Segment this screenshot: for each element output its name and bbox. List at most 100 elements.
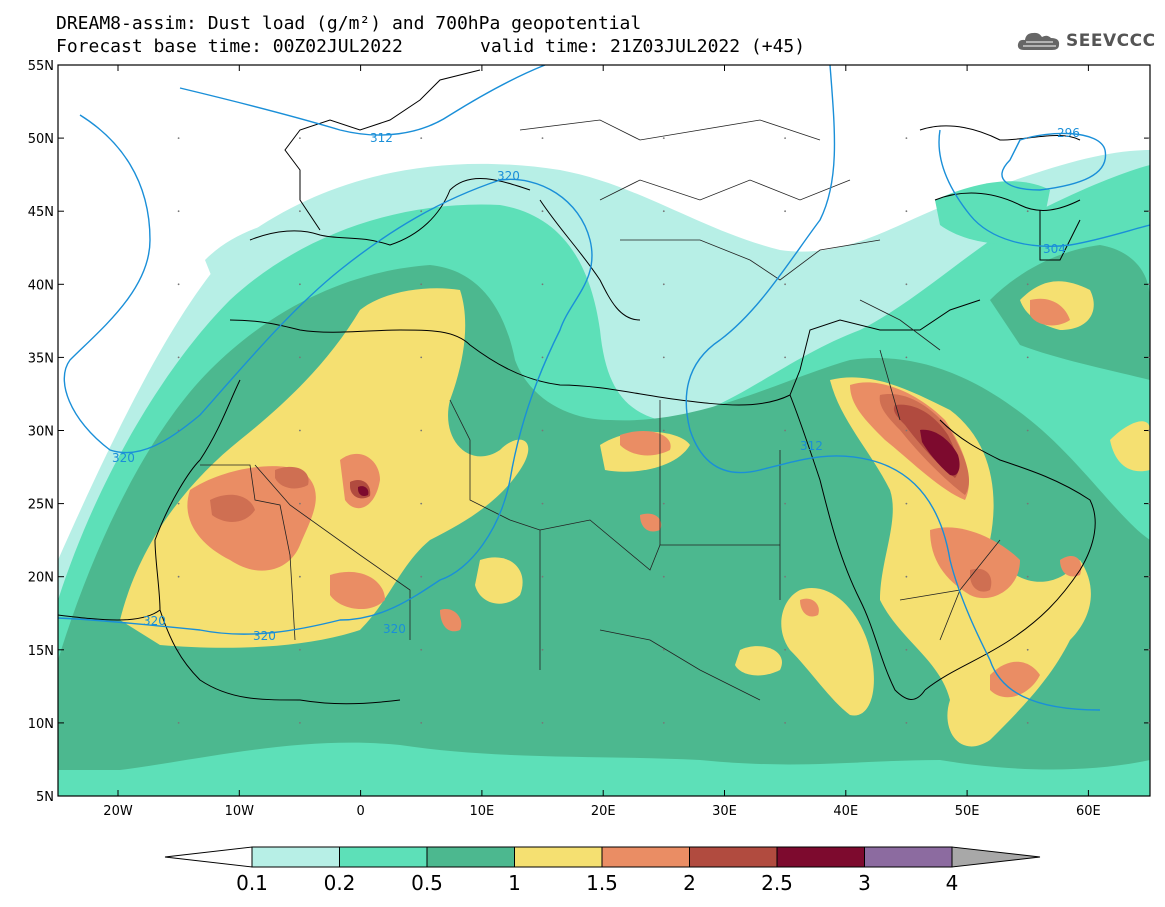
grid-dot: [784, 429, 786, 432]
grid-dot: [905, 429, 908, 432]
grid-dot: [299, 722, 301, 724]
lon-tick-label: 10E: [470, 804, 495, 819]
cloud-icon: [1017, 32, 1060, 50]
grid-dot: [177, 722, 180, 724]
dust-area: [330, 571, 385, 610]
grid-dot: [1026, 502, 1029, 505]
grid-dot: [420, 502, 423, 505]
contour-label: 312: [370, 131, 393, 145]
colorbar-label: 0.1: [236, 871, 268, 895]
border: [859, 299, 941, 421]
lat-tick-label: 10N: [28, 717, 54, 732]
valid-time: valid time: 21Z03JUL2022 (+45): [480, 36, 806, 57]
coastline: [284, 69, 481, 231]
grid-dot: [905, 722, 908, 724]
lat-tick-label: 5N: [36, 790, 54, 805]
grid-dot: [1026, 648, 1029, 651]
colorbar-swatch: [426, 846, 515, 868]
coastline: [789, 394, 926, 700]
dust-area: [358, 486, 369, 497]
forecast-base-time: Forecast base time: 00Z02JUL2022: [56, 36, 403, 57]
grid-dot: [541, 429, 544, 432]
lon-tick-label: 20E: [591, 804, 616, 819]
dust-area: [475, 557, 523, 604]
contour-label: 320: [383, 622, 406, 636]
grid-dot: [905, 210, 908, 213]
grid-dot: [662, 502, 665, 505]
colorbar-swatch: [864, 846, 953, 868]
colorbar-over-arrow: [951, 846, 1041, 868]
colorbar-swatch: [601, 846, 690, 868]
colorbar-under-arrow: [164, 846, 253, 868]
border: [620, 239, 881, 281]
coastline: [789, 299, 981, 396]
contour-line: [938, 129, 1150, 247]
lon-tick-label: 20W: [103, 804, 133, 819]
grid-dot: [662, 575, 665, 578]
grid-dot: [541, 210, 544, 213]
logo-text: SEEVCCC: [1066, 31, 1156, 51]
contour-line: [1001, 132, 1107, 191]
dust-area: [640, 513, 662, 532]
grid-dot: [177, 575, 180, 578]
border: [599, 629, 761, 701]
grid-dot: [1148, 575, 1150, 578]
colorbar-swatch: [251, 846, 340, 868]
grid-dot: [1148, 722, 1150, 724]
lat-tick-label: 55N: [28, 59, 54, 74]
longitude-axis: 20W 10W 0 10E 20E 30E 40E 50E 60E: [103, 65, 1150, 819]
grid-dot: [299, 356, 301, 359]
lat-tick-label: 25N: [28, 498, 54, 513]
border: [449, 399, 541, 670]
grid-dot: [1148, 210, 1150, 213]
grid-dot: [177, 648, 180, 651]
dust-area: [935, 181, 1050, 245]
grid-dot: [299, 137, 301, 140]
grid-dot: [541, 356, 544, 359]
grid-dot: [299, 283, 301, 286]
map-title: DREAM8-assim: Dust load (g/m²) and 700hP…: [56, 13, 642, 34]
grid-dot: [420, 575, 423, 578]
lat-tick-label: 40N: [28, 278, 54, 293]
geopotential-contours: [58, 65, 1150, 711]
grid-dot: [420, 137, 423, 140]
grid-dot: [662, 283, 665, 286]
colorbar-label: 1: [508, 871, 521, 895]
grid-dot: [420, 210, 423, 213]
coastline: [934, 192, 1081, 211]
grid-dot: [299, 575, 301, 578]
dust-area: [620, 430, 671, 456]
border: [599, 179, 851, 201]
coastline: [58, 379, 241, 621]
dust-area: [210, 494, 255, 522]
grid-dot: [1026, 356, 1029, 359]
lon-tick-label: 30E: [712, 804, 737, 819]
grid-dot: [420, 648, 423, 651]
contour-label: 320: [143, 614, 166, 628]
grid-dot: [784, 722, 786, 724]
contour-line: [179, 65, 546, 136]
grid-dot: [299, 210, 301, 213]
coastlines: [58, 69, 1096, 705]
grid-dot: [299, 648, 301, 651]
grid-dot: [420, 283, 423, 286]
grid-dot: [1026, 210, 1029, 213]
grid-dot: [299, 429, 301, 432]
lat-tick-label: 35N: [28, 351, 54, 366]
contour-label: 320: [253, 629, 276, 643]
lat-tick-label: 15N: [28, 644, 54, 659]
dust-area: [1030, 298, 1070, 326]
dust-area: [735, 646, 782, 676]
grid-dot: [177, 502, 180, 505]
colorbar: 0.1 0.2 0.5 1 1.5 2 2.5 3 4: [164, 846, 1041, 895]
coastline: [539, 199, 641, 321]
grid-dot: [1026, 575, 1029, 578]
dust-area: [205, 215, 310, 285]
contour-label: 320: [497, 169, 520, 183]
grid-dot: [905, 283, 908, 286]
grid-dot: [662, 429, 665, 432]
contour-label: 304: [1043, 242, 1066, 256]
coastline: [249, 177, 531, 246]
colorbar-label: 3: [858, 871, 871, 895]
